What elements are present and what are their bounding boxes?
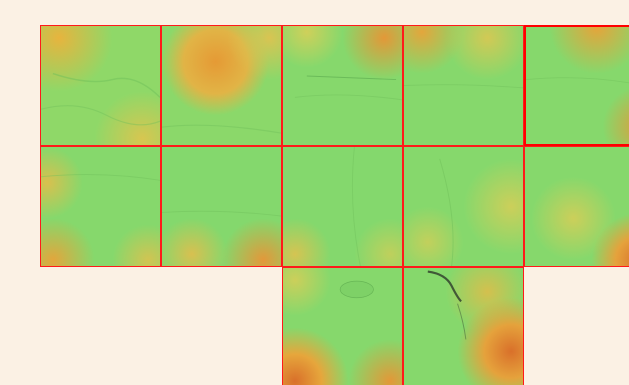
elevation-tile-image xyxy=(525,147,629,266)
elevation-tile-image xyxy=(41,26,160,145)
map-tile-r0-c2[interactable] xyxy=(282,25,403,146)
map-tile-r0-c1[interactable] xyxy=(161,25,282,146)
elevation-tile-image xyxy=(41,147,160,266)
map-tile-r1-c3[interactable] xyxy=(403,146,524,267)
elevation-tile-image xyxy=(526,27,629,144)
elevation-tile-image xyxy=(162,147,281,266)
elevation-tile-image xyxy=(283,147,402,266)
map-tile-r1-c2[interactable] xyxy=(282,146,403,267)
elevation-tile-image xyxy=(283,268,402,385)
map-tile-r0-c3[interactable] xyxy=(403,25,524,146)
map-tile-r1-c1[interactable] xyxy=(161,146,282,267)
map-tile-r2-c3[interactable] xyxy=(403,267,524,385)
map-tile-r1-c0[interactable] xyxy=(40,146,161,267)
map-tile-r1-c4[interactable] xyxy=(524,146,629,267)
elevation-tile-image xyxy=(404,268,523,385)
map-tile-r2-c2[interactable] xyxy=(282,267,403,385)
elevation-tile-image xyxy=(404,26,523,145)
elevation-tile-image xyxy=(283,26,402,145)
elevation-tile-image xyxy=(162,26,281,145)
map-tile-r0-c0[interactable] xyxy=(40,25,161,146)
map-tile-r0-c4[interactable] xyxy=(524,25,629,146)
elevation-tile-image xyxy=(404,147,523,266)
